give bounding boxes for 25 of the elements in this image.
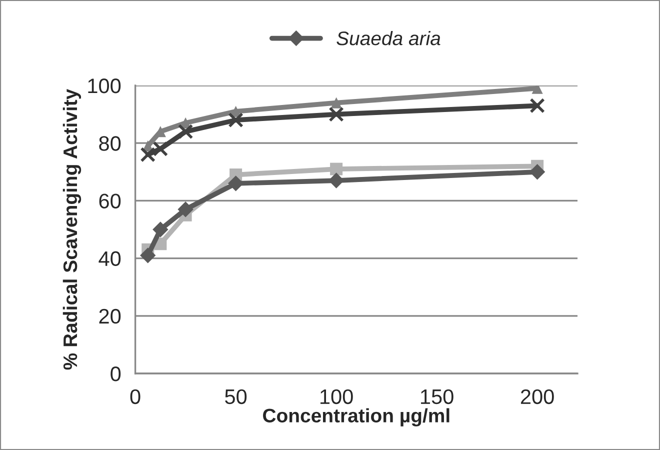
point [152, 222, 168, 238]
y-tick-label: 20 [99, 308, 121, 324]
x-tick-label: 100 [320, 389, 353, 404]
x-tick-label: 50 [225, 389, 247, 404]
point [140, 248, 156, 264]
y-axis-title: % Radical Scavenging Activity [62, 88, 82, 370]
point [178, 124, 194, 140]
point [330, 162, 343, 176]
point [152, 141, 168, 156]
point [328, 106, 344, 122]
x-axis-title: Concentration µg/ml [263, 408, 450, 426]
y-tick-label: 80 [99, 136, 121, 151]
y-tick-label: 60 [99, 194, 121, 208]
point [530, 98, 545, 114]
point [228, 112, 244, 128]
legend-label: Suaeda aria [336, 31, 440, 46]
point [330, 97, 342, 108]
x-tick-label: 150 [421, 389, 454, 404]
point [178, 201, 194, 218]
y-tick-label: 0 [110, 366, 121, 382]
y-tick-label: 40 [98, 251, 121, 266]
x-tick-label: 0 [130, 389, 140, 404]
point [140, 146, 156, 162]
x-tick-label: 200 [520, 389, 554, 404]
y-tick-label: 100 [88, 78, 121, 94]
